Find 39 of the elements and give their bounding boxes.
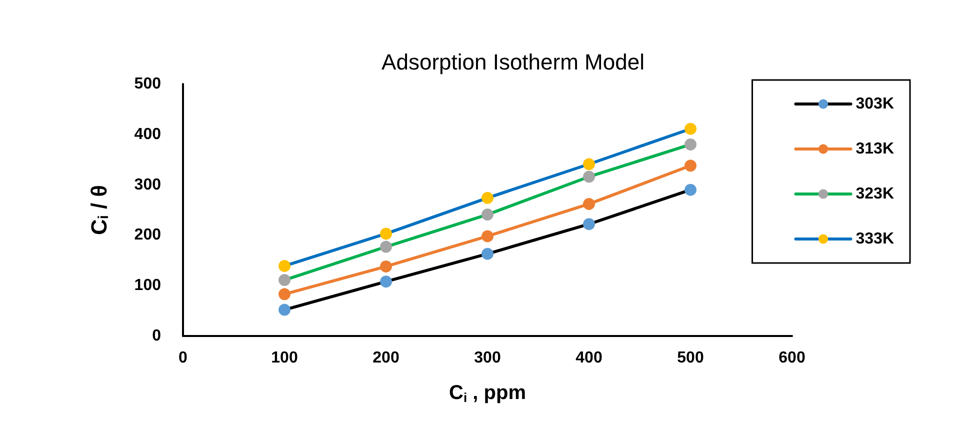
- x-tick-label: 0: [178, 350, 188, 366]
- x-tick-label: 600: [778, 350, 806, 366]
- point: [278, 274, 290, 286]
- y-tick-label: 0: [152, 328, 162, 344]
- y-tick-label: 200: [134, 226, 162, 244]
- point: [583, 170, 595, 183]
- point: [380, 276, 392, 288]
- x-tick-label: 100: [271, 350, 298, 366]
- point: [380, 260, 392, 272]
- point: [684, 184, 696, 196]
- point: [583, 218, 595, 230]
- point: [482, 208, 494, 221]
- point: [278, 260, 290, 272]
- point: [278, 288, 290, 300]
- point: [482, 230, 494, 242]
- point: [380, 240, 392, 253]
- point: [684, 160, 696, 172]
- point: [583, 158, 595, 170]
- x-tick-label: 200: [372, 350, 400, 366]
- point: [482, 192, 494, 204]
- y-tick-label: 300: [134, 176, 162, 194]
- y-tick-label: 500: [134, 76, 162, 92]
- chart-title: Adsorption Isotherm Model: [382, 50, 644, 74]
- legend-label: 323K: [856, 186, 894, 202]
- point: [380, 228, 392, 240]
- point: [684, 138, 696, 150]
- x-tick-label: 400: [576, 350, 602, 366]
- point: [278, 304, 290, 316]
- legend-label: 303K: [856, 96, 894, 112]
- x-tick-label: 300: [474, 350, 501, 366]
- y-axis-title: Ci / θ: [86, 184, 112, 236]
- x-tick-label: 500: [677, 350, 704, 366]
- legend-label: 333K: [856, 230, 894, 248]
- point: [684, 122, 696, 135]
- point: [482, 248, 494, 260]
- legend-label: 313K: [856, 140, 894, 158]
- y-tick-label: 400: [134, 126, 162, 143]
- point: [583, 198, 595, 210]
- y-tick-label: 100: [134, 277, 162, 294]
